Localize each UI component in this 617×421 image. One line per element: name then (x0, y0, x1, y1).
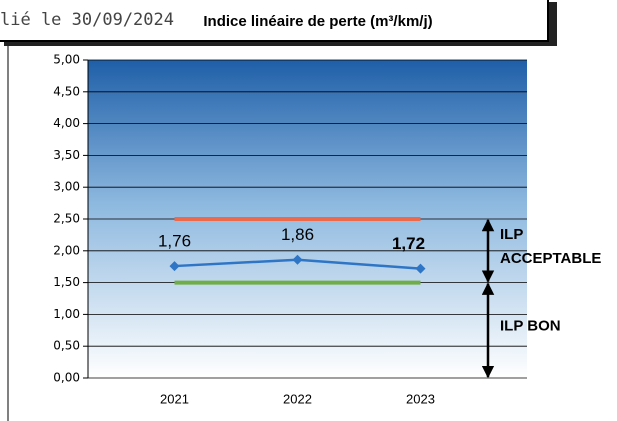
x-tick-label: 2021 (160, 391, 189, 406)
data-label: 1,86 (281, 225, 314, 244)
y-tick-label: 0,50 (53, 339, 80, 353)
y-tick-label: 1,50 (53, 275, 80, 289)
point (292, 254, 303, 265)
range-label: ILP BON (500, 317, 561, 334)
y-tick-label: 3,00 (53, 180, 80, 194)
y-tick-label: 1,00 (53, 307, 80, 321)
chart-title: Indice linéaire de perte (m³/km/j) (203, 13, 432, 30)
y-tick-label: 0,00 (53, 371, 80, 385)
y-tick-label: 5,00 (53, 53, 80, 67)
x-tick-label: 2023 (406, 391, 435, 406)
range-label: ILP (500, 226, 523, 243)
y-tick-label: 2,00 (53, 243, 80, 257)
range-label: ACCEPTABLE (500, 250, 601, 267)
x-tick-label: 2022 (283, 391, 312, 406)
y-tick-label: 3,50 (53, 148, 80, 162)
data-label: 1,76 (158, 232, 191, 251)
point (169, 261, 180, 272)
point (415, 263, 426, 274)
y-tick-label: 4,00 (53, 116, 80, 130)
y-tick-label: 2,50 (53, 212, 80, 226)
stamp: lié le 30/09/2024 (0, 10, 174, 30)
title-box (0, 0, 549, 42)
data-label: 1,72 (392, 234, 425, 253)
y-tick-label: 4,50 (53, 84, 80, 98)
